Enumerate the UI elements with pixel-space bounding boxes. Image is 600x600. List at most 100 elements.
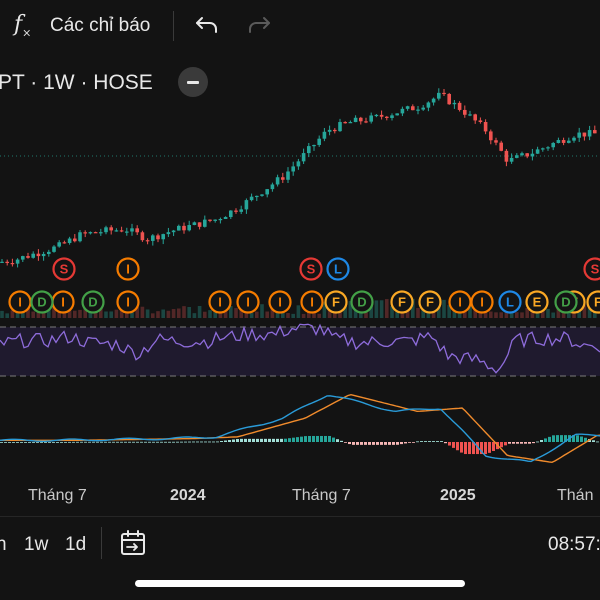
signal-marker: F <box>418 290 442 314</box>
marker-label: D <box>37 295 46 310</box>
candle-body <box>62 242 67 244</box>
candle-body <box>463 109 467 115</box>
macd-histogram-bar <box>304 436 307 442</box>
macd-histogram-bar <box>428 441 431 442</box>
volume-bar <box>374 300 379 318</box>
candle-body <box>218 219 223 221</box>
candle <box>525 153 529 159</box>
signal-marker: I <box>300 290 324 314</box>
marker-label: I <box>246 295 250 310</box>
marker-label: F <box>594 295 600 310</box>
marker-label: S <box>591 262 600 277</box>
volume-bar <box>520 312 524 318</box>
candle-body <box>286 171 290 180</box>
volume-bar <box>296 305 301 318</box>
candle <box>114 228 119 232</box>
macd-histogram-bar <box>392 442 395 445</box>
price-chart[interactable]: SISLSIIDIIIIIFDFFIILEFFDD <box>0 52 600 512</box>
marker-ring <box>52 257 76 281</box>
candle-body <box>213 219 217 221</box>
redo-icon[interactable] <box>246 12 272 38</box>
volume-bar <box>67 310 72 318</box>
candle-body <box>88 232 93 234</box>
volume-bar <box>525 308 529 318</box>
indicators-button[interactable]: Các chỉ báo <box>50 15 151 36</box>
candle-body <box>93 232 98 234</box>
macd-histogram-bar <box>296 437 299 442</box>
candle <box>556 137 561 144</box>
volume-bar <box>556 308 561 318</box>
volume-bar <box>390 306 394 318</box>
signal-marker: S <box>299 257 323 281</box>
marker-label: I <box>480 295 484 310</box>
macd-histogram-bar <box>240 438 243 442</box>
candle-body <box>145 240 150 242</box>
candle <box>483 119 488 135</box>
volume-bar <box>447 305 451 318</box>
home-indicator[interactable] <box>135 580 465 587</box>
x-axis-label: Tháng 7 <box>28 487 87 504</box>
volume-bar <box>5 313 9 318</box>
candle <box>561 137 566 146</box>
signal-marker: I <box>236 290 260 314</box>
marker-ring <box>525 290 549 314</box>
volume-bar <box>489 311 493 318</box>
candle-body <box>135 228 139 233</box>
candle <box>447 92 451 105</box>
volume-bar <box>187 306 191 318</box>
volume-bar <box>203 311 207 318</box>
candle-body <box>36 253 41 257</box>
candle-body <box>327 129 332 132</box>
candle <box>145 238 150 245</box>
candle-body <box>26 256 30 258</box>
volume-bar <box>348 301 353 318</box>
candle-body <box>421 107 425 110</box>
function-fx-icon[interactable]: f× <box>14 12 32 40</box>
macd-histogram-bar <box>408 442 411 443</box>
macd-histogram-bar <box>180 441 183 443</box>
candle <box>468 110 472 117</box>
macd-histogram-bar <box>424 441 427 442</box>
volume-bar <box>140 306 145 318</box>
candle <box>99 228 103 236</box>
candle <box>582 132 587 141</box>
minus-icon[interactable] <box>178 67 208 97</box>
signal-marker: D <box>81 290 105 314</box>
volume-bar <box>156 311 160 318</box>
marker-ring <box>30 290 54 314</box>
volume-bar <box>182 306 186 318</box>
macd-histogram-bar <box>208 441 211 443</box>
candle-body <box>301 153 306 162</box>
candle <box>177 224 181 231</box>
volume-bar <box>218 309 223 318</box>
timeframe-1w-button[interactable]: 1w <box>24 534 49 555</box>
undo-icon[interactable] <box>194 12 220 38</box>
volume-bar <box>171 309 176 318</box>
calendar-range-icon[interactable] <box>119 529 147 557</box>
candle-body <box>405 106 410 109</box>
timeframe-1d-button[interactable]: 1d <box>65 534 87 555</box>
macd-histogram-bar <box>376 442 379 445</box>
macd-histogram-bar <box>352 442 355 445</box>
macd-histogram-bar <box>48 442 51 443</box>
x-axis-label: Tháng 7 <box>292 487 351 504</box>
macd-histogram-bar <box>512 442 515 444</box>
candle-body <box>270 184 275 190</box>
candle-body <box>426 102 431 108</box>
candle-body <box>369 115 373 122</box>
marker-label: D <box>561 295 570 310</box>
timeframe-hour-button[interactable]: h <box>0 534 7 555</box>
candle <box>140 230 145 242</box>
candle-body <box>416 109 420 111</box>
candle-body <box>525 153 529 157</box>
candle <box>10 258 15 267</box>
candle-body <box>67 238 72 243</box>
marker-label: L <box>506 295 514 310</box>
bottom-separator <box>0 516 600 517</box>
volume-bar <box>208 310 212 318</box>
signal-marker: I <box>8 290 32 314</box>
macd-histogram-bar <box>440 441 443 442</box>
symbol-legend[interactable]: PT · 1W · HOSE <box>0 71 153 94</box>
macd-histogram-bar <box>24 442 27 443</box>
signal-marker: I <box>448 290 472 314</box>
